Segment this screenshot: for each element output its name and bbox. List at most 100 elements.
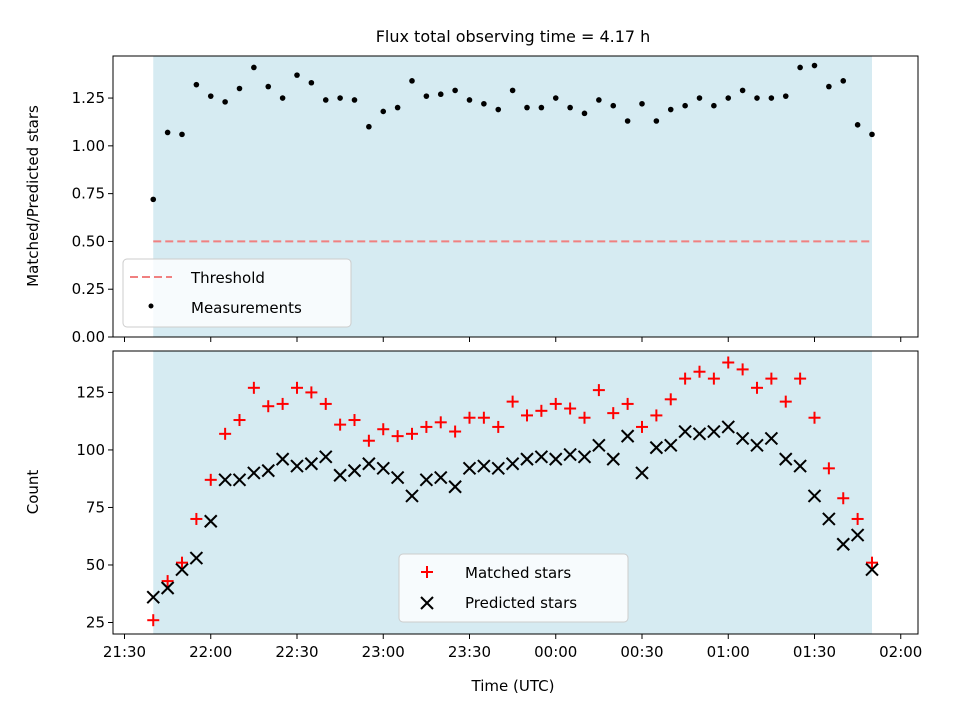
matched-star-point — [506, 395, 519, 408]
predicted-star-point — [434, 470, 448, 485]
bottom-x-tick-label: 22:30 — [275, 643, 318, 661]
predicted-x-b — [592, 438, 606, 453]
predicted-x-b — [850, 528, 865, 542]
predicted-star-point — [549, 452, 563, 466]
measurement-point — [279, 95, 286, 101]
matched-star-point — [607, 407, 620, 420]
measurement-point — [682, 102, 688, 109]
matched-star-point — [736, 363, 749, 376]
predicted-x-b — [505, 457, 520, 471]
predicted-star-point — [462, 461, 477, 476]
measurement-point — [366, 123, 372, 130]
top-y-tick-label: 0.25 — [72, 280, 105, 298]
predicted-star-point — [850, 528, 865, 542]
predicted-star-point — [764, 431, 779, 446]
predicted-x-b — [405, 489, 419, 503]
predicted-x-b — [664, 438, 678, 453]
matched-star-point — [837, 492, 850, 505]
predicted-x-b — [390, 470, 405, 485]
measurement-point — [840, 78, 847, 84]
predicted-star-point — [405, 489, 419, 503]
top-legend-box — [122, 258, 352, 328]
predicted-x-b — [649, 440, 664, 455]
predicted-star-point — [362, 457, 376, 471]
predicted-x-b — [735, 431, 750, 446]
matched-star-point — [262, 400, 275, 413]
matched-star-point — [377, 423, 390, 436]
predicted-x-b — [290, 459, 304, 473]
matched-star-point — [693, 365, 706, 378]
predicted-x-b — [333, 468, 347, 482]
measurement-point — [811, 62, 818, 69]
matched-star-point — [305, 386, 318, 399]
predicted-star-point — [822, 512, 836, 526]
predicted-star-point — [189, 551, 204, 565]
measurement-point — [495, 106, 502, 113]
measurement-point — [164, 129, 171, 136]
matched-star-point — [549, 397, 562, 410]
predicted-star-point — [606, 452, 620, 466]
predicted-star-point — [333, 468, 347, 482]
measurement-point — [567, 104, 573, 111]
predicted-star-point — [807, 489, 822, 503]
top-axes-frame — [112, 55, 919, 338]
top-y-axis-label: Matched/Predicted stars — [24, 105, 42, 287]
predicted-star-point — [563, 447, 577, 462]
matched-star-point — [204, 473, 217, 486]
matched-star-point — [535, 404, 548, 417]
matched-star-point — [521, 409, 533, 422]
top-legend: Threshold Measurements — [122, 258, 352, 328]
bottom-x-tick-label: 21:30 — [103, 643, 146, 661]
predicted-star-point — [319, 450, 333, 464]
predicted-star-point — [347, 463, 362, 478]
measurement-point — [596, 97, 602, 103]
matched-star-point — [219, 427, 232, 440]
matched-star-point — [866, 556, 878, 569]
bottom-x-tick-label: 00:00 — [534, 643, 577, 661]
predicted-star-point — [577, 450, 592, 464]
bottom-y-ticks: 25 50 75 100 125 — [76, 383, 113, 631]
matched-star-point — [578, 411, 591, 424]
matched-star-point — [319, 397, 332, 410]
measurement-point — [869, 131, 875, 138]
predicted-star-point — [664, 438, 678, 453]
bottom-legend: Matched stars Predicted stars — [398, 553, 629, 623]
predicted-x-b — [434, 470, 448, 485]
predicted-star-point — [477, 459, 491, 473]
matched-star-point — [679, 372, 692, 385]
predicted-star-point — [419, 473, 434, 487]
measurement-point — [754, 95, 760, 101]
predicted-star-point — [175, 562, 189, 577]
top-y-tick-label: 0.00 — [72, 328, 105, 346]
predicted-x-b — [319, 450, 333, 464]
predicted-star-point — [204, 514, 218, 528]
bottom-axes-frame — [112, 350, 919, 635]
predicted-x-b — [836, 537, 850, 551]
predicted-star-point — [146, 590, 160, 604]
measurement-point — [251, 64, 257, 71]
matched-star-point — [276, 397, 289, 410]
predicted-star-point — [505, 457, 520, 471]
predicted-star-point — [290, 459, 304, 473]
matched-star-point — [334, 418, 347, 431]
predicted-star-point — [448, 480, 462, 494]
legend-threshold-label: Threshold — [190, 269, 265, 287]
matched-star-point — [707, 372, 720, 385]
predicted-x-b — [175, 562, 189, 577]
predicted-star-point — [793, 459, 807, 473]
matched-star-point — [636, 420, 648, 433]
top-x-ticks — [124, 337, 902, 342]
top-y-tick-label: 1.00 — [72, 137, 105, 155]
predicted-x-b — [750, 438, 764, 453]
bottom-y-tick-label: 50 — [86, 556, 105, 574]
predicted-star-point — [692, 427, 707, 441]
measurement-point — [179, 131, 185, 138]
predicted-star-point — [836, 537, 850, 551]
predicted-x-b — [218, 473, 232, 487]
matched-star-point — [621, 397, 634, 410]
measurement-point — [725, 95, 732, 101]
matched-star-point — [406, 427, 418, 440]
measurement-point — [437, 91, 444, 98]
x-axis-label: Time (UTC) — [471, 677, 555, 695]
bottom-x-tick-label: 23:30 — [448, 643, 491, 661]
